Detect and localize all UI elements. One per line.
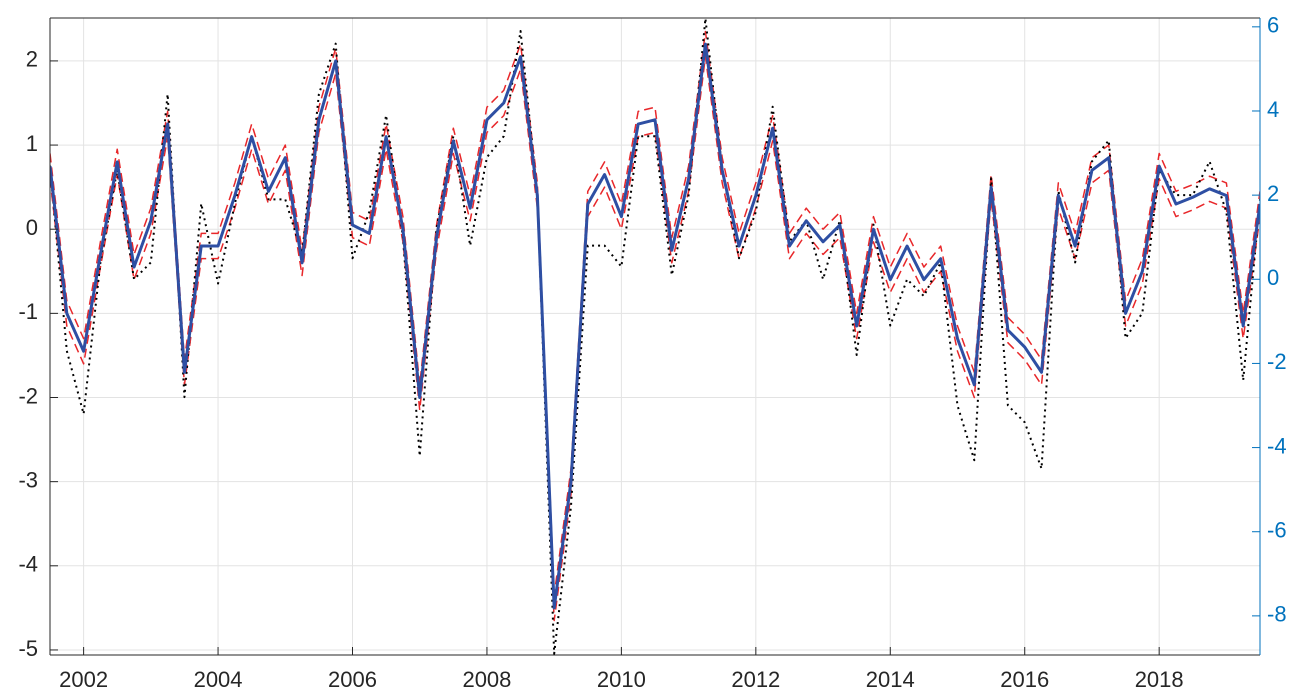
- y2-tick-label: -2: [1267, 349, 1287, 374]
- y-tick-label: 2: [26, 47, 38, 72]
- grid: [50, 18, 1260, 655]
- y-tick-label: -5: [18, 636, 38, 661]
- y-tick-label: -1: [18, 299, 38, 324]
- x-tick-label: 2012: [731, 667, 780, 692]
- x-tick-label: 2006: [328, 667, 377, 692]
- y2-tick-label: 2: [1267, 181, 1279, 206]
- x-tick-label: 2014: [866, 667, 915, 692]
- y-tick-label: 1: [26, 131, 38, 156]
- x-tick-label: 2008: [462, 667, 511, 692]
- x-tick-label: 2004: [194, 667, 243, 692]
- y2-tick-label: 4: [1267, 97, 1279, 122]
- y2-tick-label: -4: [1267, 433, 1287, 458]
- y2-tick-label: -6: [1267, 518, 1287, 543]
- y-tick-label: 0: [26, 215, 38, 240]
- x-tick-label: 2018: [1135, 667, 1184, 692]
- y2-tick-label: 6: [1267, 13, 1279, 38]
- y2-tick-label: 0: [1267, 265, 1279, 290]
- y-tick-label: -4: [18, 552, 38, 577]
- y2-tick-label: -8: [1267, 602, 1287, 627]
- x-tick-label: 2002: [59, 667, 108, 692]
- series-line: [50, 30, 1260, 596]
- plot-lines: [50, 18, 1260, 655]
- axes: 2002 2004 2006 2008 2010 2012 2014 2016 2018-5-4…: [18, 13, 1286, 692]
- x-tick-label: 2010: [597, 667, 646, 692]
- y-tick-label: -2: [18, 383, 38, 408]
- x-tick-label: 2016: [1000, 667, 1049, 692]
- y-tick-label: -3: [18, 467, 38, 492]
- series-line: [50, 42, 1260, 610]
- series-line: [50, 18, 1260, 655]
